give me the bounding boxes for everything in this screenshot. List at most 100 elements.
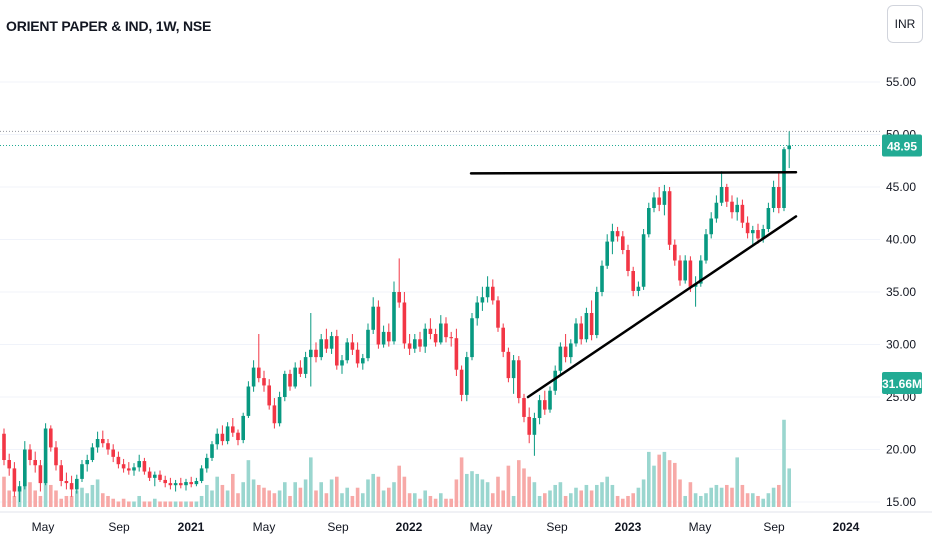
currency-button[interactable]: INR [887, 5, 923, 43]
candle-body[interactable] [449, 337, 453, 339]
candle-body[interactable] [220, 433, 225, 442]
candle-body[interactable] [231, 426, 235, 433]
candle-body[interactable] [397, 292, 401, 303]
candle-body[interactable] [381, 331, 386, 345]
candle-body[interactable] [168, 483, 173, 486]
candle-body[interactable] [137, 461, 141, 468]
candle-body[interactable] [553, 370, 557, 391]
candle-body[interactable] [309, 349, 313, 358]
support-trendline[interactable] [526, 215, 798, 399]
candle-body[interactable] [569, 343, 573, 358]
candle-body[interactable] [407, 343, 412, 349]
candle-body[interactable] [251, 367, 256, 387]
candle-body[interactable] [366, 329, 370, 359]
candle-body[interactable] [751, 230, 755, 234]
candle-body[interactable] [506, 351, 511, 379]
candle-body[interactable] [272, 405, 277, 424]
candle-body[interactable] [735, 204, 739, 213]
candle-body[interactable] [491, 286, 495, 301]
candle-body[interactable] [584, 313, 589, 340]
candle-body[interactable] [2, 433, 6, 460]
candle-body[interactable] [225, 426, 230, 442]
candle-body[interactable] [7, 460, 11, 469]
candle-body[interactable] [444, 323, 448, 338]
candle-body[interactable] [610, 231, 615, 242]
candle-body[interactable] [662, 191, 667, 205]
candle-body[interactable] [116, 456, 121, 465]
candle-body[interactable] [428, 328, 433, 334]
candle-body[interactable] [615, 231, 620, 237]
candle-body[interactable] [257, 367, 261, 379]
candle-body[interactable] [777, 187, 781, 208]
candle-body[interactable] [522, 398, 526, 417]
candle-body[interactable] [12, 468, 17, 492]
candle-body[interactable] [439, 323, 443, 343]
candle-body[interactable] [111, 449, 115, 457]
candle-body[interactable] [293, 367, 297, 387]
candle-body[interactable] [80, 464, 84, 479]
candle-body[interactable] [558, 346, 563, 371]
candle-body[interactable] [54, 447, 58, 466]
candle-body[interactable] [194, 481, 199, 485]
resistance-trendline[interactable] [469, 171, 798, 175]
candle-body[interactable] [147, 471, 152, 478]
candle-body[interactable] [485, 286, 490, 298]
candle-body[interactable] [511, 360, 516, 379]
candle-body[interactable] [376, 306, 381, 345]
candle-body[interactable] [387, 331, 391, 342]
candle-body[interactable] [782, 149, 786, 208]
candle-body[interactable] [480, 297, 485, 303]
candle-body[interactable] [631, 271, 635, 291]
candle-body[interactable] [314, 349, 318, 358]
candle-body[interactable] [210, 444, 214, 458]
candle-body[interactable] [43, 428, 48, 484]
candle-body[interactable] [402, 302, 407, 344]
candle-body[interactable] [714, 202, 719, 219]
candle-body[interactable] [621, 236, 625, 250]
candle-body[interactable] [745, 222, 750, 234]
candle-body[interactable] [527, 416, 531, 435]
candle-body[interactable] [163, 479, 167, 484]
candle-body[interactable] [303, 357, 308, 374]
candle-body[interactable] [667, 191, 672, 245]
candle-body[interactable] [158, 474, 162, 480]
candle-body[interactable] [418, 339, 422, 347]
candle-body[interactable] [496, 300, 500, 328]
candle-body[interactable] [423, 328, 427, 347]
candle-body[interactable] [33, 460, 37, 466]
candle-body[interactable] [761, 229, 765, 239]
candle-body[interactable] [537, 400, 542, 418]
candle-body[interactable] [319, 339, 323, 358]
candle-body[interactable] [95, 439, 100, 448]
candle-body[interactable] [475, 302, 479, 319]
candle-body[interactable] [413, 339, 417, 349]
candle-body[interactable] [459, 369, 464, 395]
candle-body[interactable] [262, 378, 266, 386]
candle-body[interactable] [433, 334, 438, 343]
candle-body[interactable] [517, 360, 521, 399]
candle-body[interactable] [199, 468, 204, 481]
candle-body[interactable] [641, 234, 646, 287]
candle-body[interactable] [704, 234, 708, 261]
candle-body[interactable] [350, 342, 355, 350]
candle-body[interactable] [49, 428, 53, 448]
candle-body[interactable] [267, 385, 271, 406]
candle-body[interactable] [23, 449, 27, 487]
candle-body[interactable] [142, 461, 147, 472]
candle-body[interactable] [657, 197, 661, 205]
candle-body[interactable] [563, 346, 568, 358]
candle-body[interactable] [626, 250, 630, 271]
candle-body[interactable] [730, 201, 734, 213]
candle-body[interactable] [283, 373, 287, 397]
candle-body[interactable] [673, 244, 677, 261]
candle-body[interactable] [59, 465, 63, 481]
candle-body[interactable] [75, 478, 79, 490]
candle-body[interactable] [173, 483, 178, 486]
candle-body[interactable] [579, 323, 583, 340]
candle-body[interactable] [766, 208, 771, 229]
candle-body[interactable] [688, 260, 693, 287]
candle-body[interactable] [678, 260, 682, 281]
candle-body[interactable] [345, 342, 349, 361]
candle-body[interactable] [595, 292, 599, 336]
